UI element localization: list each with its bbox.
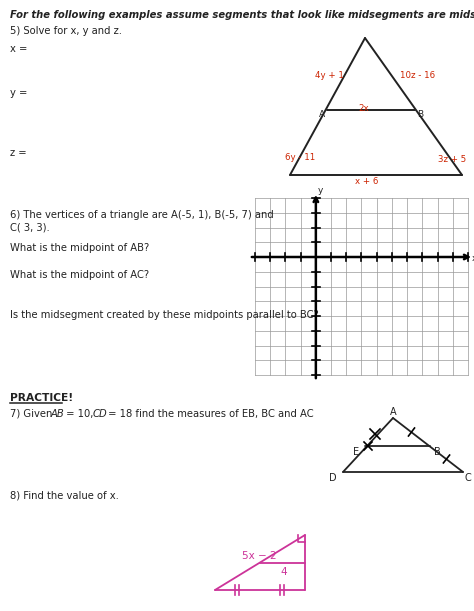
Text: = 10,: = 10, [63,409,97,419]
Text: C( 3, 3).: C( 3, 3). [10,222,50,232]
Text: A: A [390,407,396,417]
Text: 6) The vertices of a triangle are A(-5, 1), B(-5, 7) and: 6) The vertices of a triangle are A(-5, … [10,210,274,220]
Text: E: E [353,447,359,457]
Text: x =: x = [10,44,27,54]
Text: C: C [465,473,472,483]
Text: = 18 find the measures of EB, BC and AC: = 18 find the measures of EB, BC and AC [105,409,314,419]
Text: D: D [329,473,337,483]
Text: 3z + 5: 3z + 5 [438,155,466,164]
Text: B: B [434,447,441,457]
Text: 4y + 1: 4y + 1 [315,71,344,80]
Text: Is the midsegment created by these midpoints parallel to BC?: Is the midsegment created by these midpo… [10,310,319,320]
Text: A: A [319,110,325,119]
Text: x: x [472,254,474,263]
Text: 5) Solve for x, y and z.: 5) Solve for x, y and z. [10,26,122,36]
Text: PRACTICE!: PRACTICE! [10,393,73,403]
Text: AB: AB [51,409,65,419]
Text: What is the midpoint of AB?: What is the midpoint of AB? [10,243,149,253]
Text: 8) Find the value of x.: 8) Find the value of x. [10,490,119,500]
Text: For the following examples assume segments that look like midsegments are midseg: For the following examples assume segmen… [10,10,474,20]
Text: What is the midpoint of AC?: What is the midpoint of AC? [10,270,149,280]
Text: 10z - 16: 10z - 16 [400,71,435,80]
Text: y: y [318,186,323,195]
Text: B: B [417,110,423,119]
Text: 5x − 2: 5x − 2 [242,551,277,561]
Text: y =: y = [10,88,27,98]
Text: 4: 4 [280,567,287,577]
Text: x + 6: x + 6 [355,177,378,186]
Text: z =: z = [10,148,27,158]
Text: 6y - 11: 6y - 11 [285,153,315,162]
Text: 2x: 2x [358,104,369,113]
Text: CD: CD [93,409,108,419]
Text: 7) Given: 7) Given [10,409,55,419]
